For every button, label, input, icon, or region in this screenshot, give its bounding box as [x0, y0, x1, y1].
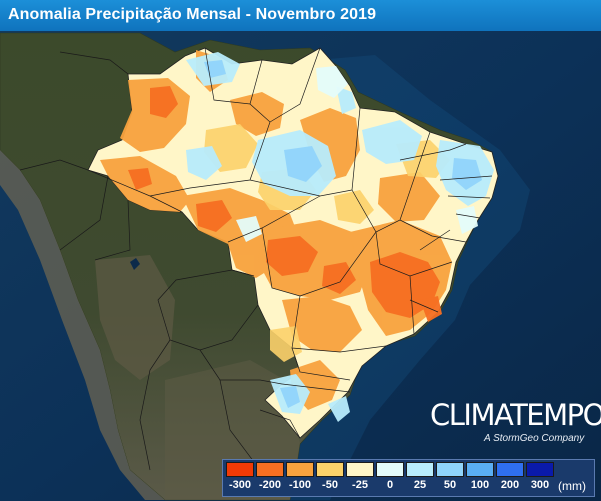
legend-swatch	[256, 462, 284, 477]
legend-unit: (mm)	[558, 479, 586, 493]
legend-swatch	[286, 462, 314, 477]
legend-swatch	[496, 462, 524, 477]
legend-label: 200	[500, 479, 520, 491]
legend-swatch	[316, 462, 344, 477]
lake-titicaca	[130, 258, 140, 270]
legend-label: -300	[228, 479, 252, 491]
legend-swatch	[526, 462, 554, 477]
andes-region	[0, 150, 165, 500]
brand-name: CLIMATEMPO	[430, 398, 601, 432]
title-bar: Anomalia Precipitação Mensal - Novembro …	[0, 0, 601, 32]
anomaly-blue-patches	[186, 52, 494, 422]
legend-swatch	[406, 462, 434, 477]
altiplano-region	[95, 255, 175, 380]
map-title: Anomalia Precipitação Mensal - Novembro …	[8, 6, 377, 23]
legend-label: -200	[258, 479, 282, 491]
legend-label: -100	[288, 479, 312, 491]
legend-label: 100	[470, 479, 490, 491]
country-borders	[19, 51, 301, 471]
legend-swatch	[436, 462, 464, 477]
legend-swatch	[376, 462, 404, 477]
anomaly-white-patches	[236, 66, 478, 242]
anomaly-deep-orange-patches	[128, 86, 442, 322]
legend-label: 25	[413, 479, 427, 491]
legend-swatch	[226, 462, 254, 477]
brand-tagline: A StormGeo Company	[484, 433, 585, 444]
legend-swatch	[466, 462, 494, 477]
legend-label: 300	[530, 479, 550, 491]
legend-swatch	[346, 462, 374, 477]
map-canvas	[0, 31, 601, 501]
legend-label: -50	[322, 479, 338, 491]
legend-label: 0	[386, 479, 394, 491]
legend-label: -25	[352, 479, 368, 491]
legend-label: 50	[443, 479, 457, 491]
state-borders	[87, 47, 493, 393]
color-legend: -300 -200 -100 -50 -25 0 25 50 100 200 300 (mm)	[222, 459, 595, 497]
